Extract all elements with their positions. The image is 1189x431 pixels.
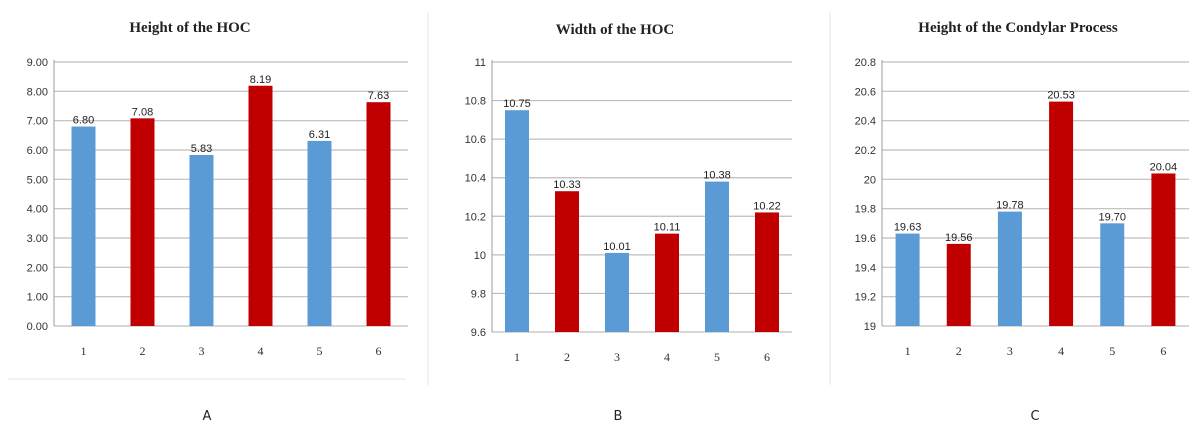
- panel-b-ytick-label: 10.8: [465, 96, 486, 108]
- panel-b-ytick-label: 9.8: [471, 288, 486, 300]
- panel-c-bar: [1049, 101, 1074, 326]
- panel-c-bar: [1100, 223, 1125, 326]
- panel-a-ytick-label: 0.00: [27, 321, 48, 333]
- panel-a-chart: Height of the HOC 0.00 1.00 2.00 3.00 4.00 5.0…: [27, 20, 408, 424]
- panel-c-xtick-label: 6: [1160, 344, 1166, 358]
- panel-a-panel-label: A: [203, 409, 212, 424]
- panel-c-xtick-label: 3: [1007, 344, 1013, 358]
- panel-c-ytick-label: 20.2: [855, 145, 876, 157]
- panel-c-ytick-label: 19.8: [855, 204, 876, 216]
- panel-b-xtick-label: 6: [764, 350, 770, 364]
- panel-a-data-label: 7.63: [368, 90, 389, 102]
- panel-c-bar: [895, 233, 920, 326]
- panel-b-xtick-label: 1: [514, 350, 520, 364]
- panel-a-ytick-label: 7.00: [27, 116, 48, 128]
- panel-a-bar: [130, 118, 155, 326]
- panel-b-xtick-label: 3: [614, 350, 620, 364]
- panel-b-ytick-label: 10.4: [465, 173, 486, 185]
- panel-b-xtick-label: 2: [564, 350, 570, 364]
- panel-c-ytick-label: 19.2: [855, 292, 876, 304]
- panel-a-ytick-label: 3.00: [27, 233, 48, 245]
- panel-a-bar: [248, 85, 273, 326]
- panel-a-bar: [307, 140, 332, 326]
- panel-c-data-label: 20.04: [1150, 161, 1178, 173]
- panel-b-ytick-label: 10: [474, 250, 486, 262]
- panel-b-panel-label: B: [614, 409, 623, 424]
- panel-a-xtick-label: 4: [258, 344, 264, 358]
- panel-b-xtick-label: 4: [664, 350, 670, 364]
- panel-a-ytick-label: 2.00: [27, 262, 48, 274]
- panel-b-ytick-label: 11: [475, 57, 486, 69]
- panel-b-bar: [555, 191, 579, 332]
- panel-c-bar: [946, 243, 971, 326]
- panel-a-xtick-label: 5: [317, 344, 323, 358]
- panel-b-bar: [605, 252, 629, 332]
- panel-c-data-label: 19.63: [894, 222, 922, 234]
- panel-a-xtick-label: 1: [81, 344, 87, 358]
- panel-a-data-label: 7.08: [132, 106, 153, 118]
- panel-b-data-label: 10.38: [703, 170, 731, 182]
- panel-a-xtick-label: 2: [140, 344, 146, 358]
- panel-b-bar: [755, 212, 779, 332]
- panel-c-data-label: 19.70: [1098, 211, 1126, 223]
- panel-a-ytick-label: 4.00: [27, 204, 48, 216]
- panel-a-data-label: 6.31: [309, 129, 330, 141]
- panel-b-data-label: 10.11: [654, 222, 681, 234]
- panel-a-ytick-label: 6.00: [27, 145, 48, 157]
- panel-b-ytick-label: 9.6: [471, 327, 486, 339]
- panel-b-xtick-label: 5: [714, 350, 720, 364]
- panel-c-xtick-label: 2: [956, 344, 962, 358]
- panel-c-ytick-label: 19.4: [855, 262, 876, 274]
- panel-b-title: Width of the HOC: [556, 22, 674, 38]
- panel-a-data-label: 6.80: [73, 115, 94, 127]
- panel-b-ytick-label: 10.2: [465, 211, 486, 223]
- panel-a-bar: [71, 126, 96, 327]
- panel-c-bar: [997, 211, 1022, 326]
- panel-a-ytick-label: 8.00: [27, 86, 48, 98]
- panel-a-ytick-label: 9.00: [27, 57, 48, 69]
- panel-a-data-label: 5.83: [191, 143, 212, 155]
- panel-c-ytick-label: 20: [864, 174, 876, 186]
- panel-b-bar: [655, 233, 679, 332]
- panel-a-title: Height of the HOC: [129, 20, 250, 36]
- panel-a-xtick-label: 6: [376, 344, 382, 358]
- panel-b-data-label: 10.75: [503, 98, 531, 110]
- panel-b-bar: [705, 181, 729, 332]
- panel-a-ytick-label: 5.00: [27, 174, 48, 186]
- panel-c-xtick-label: 4: [1058, 344, 1064, 358]
- panel-c-ytick-label: 19: [864, 321, 876, 333]
- panel-c-xtick-label: 5: [1109, 344, 1115, 358]
- panel-c-ytick-label: 20.4: [855, 116, 876, 128]
- panel-a-bar: [189, 154, 214, 326]
- panel-c-panel-label: C: [1030, 409, 1039, 424]
- panel-b-data-label: 10.33: [553, 179, 581, 191]
- panel-c-ytick-label: 20.8: [855, 57, 876, 69]
- panel-c-xtick-label: 1: [905, 344, 911, 358]
- panel-c-ytick-label: 20.6: [855, 86, 876, 98]
- panel-c-chart: Height of the Condylar Process 19 19.2 19.4…: [855, 20, 1189, 424]
- panel-c-data-label: 19.78: [996, 200, 1024, 212]
- panel-a-bar: [366, 102, 391, 326]
- panel-b-data-label: 10.22: [753, 200, 781, 212]
- panel-b-chart: Width of the HOC 9.6 9.8 10 10.2 10.4 10.6 10.8…: [465, 22, 792, 424]
- panel-c-ytick-label: 19.6: [855, 233, 876, 245]
- panel-a-data-label: 8.19: [250, 74, 271, 86]
- panel-a-xtick-label: 3: [199, 344, 205, 358]
- panel-c-data-label: 19.56: [945, 232, 973, 244]
- panel-b-bar: [505, 110, 529, 332]
- panel-a-ytick-label: 1.00: [27, 292, 48, 304]
- panel-c-data-label: 20.53: [1047, 90, 1075, 102]
- panel-b-data-label: 10.01: [603, 241, 631, 253]
- panel-c-bar: [1151, 173, 1176, 326]
- panel-c-title: Height of the Condylar Process: [918, 20, 1118, 36]
- panel-b-ytick-label: 10.6: [465, 134, 486, 146]
